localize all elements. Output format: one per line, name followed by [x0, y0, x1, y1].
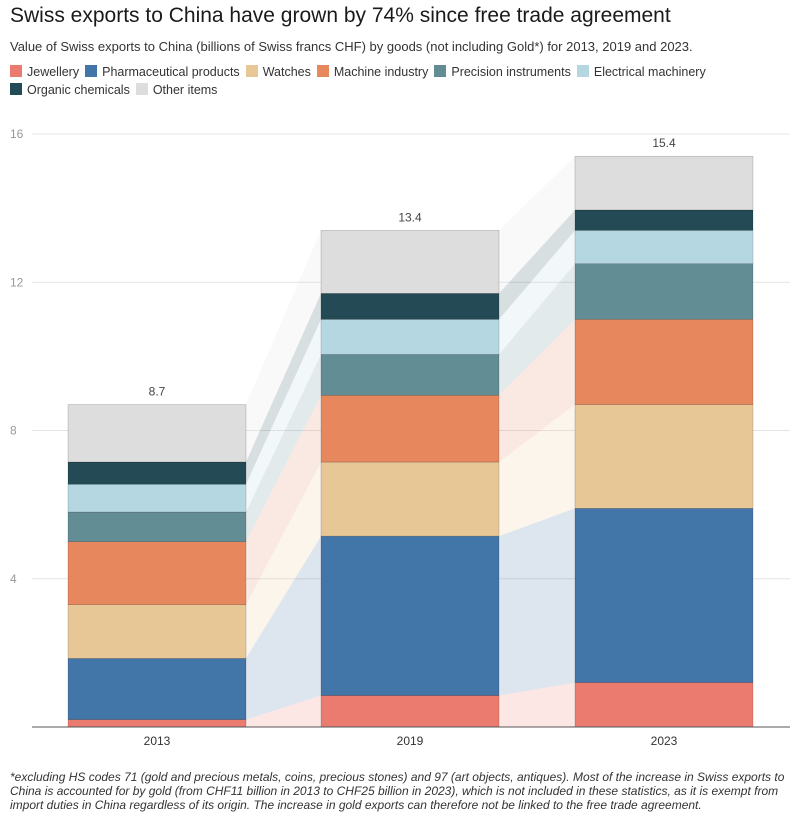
- legend-item: Pharmaceutical products: [85, 63, 240, 81]
- bar-segment: [320, 535, 500, 696]
- connector-band: [246, 293, 321, 485]
- legend-label: Watches: [262, 65, 311, 79]
- legend-label: Organic chemicals: [27, 83, 130, 97]
- stacked-bar-chart: 4 8 12 16 8.7 2013 13.4 2019 15.4 2023: [10, 127, 790, 748]
- legend-swatch: [10, 65, 22, 77]
- legend-label: Machine industry: [333, 65, 429, 79]
- connector-band: [499, 209, 575, 320]
- legend-label: Other items: [152, 83, 218, 97]
- bar-segment: [574, 230, 754, 265]
- bar-segment: [67, 719, 247, 728]
- chart-subtitle: Value of Swiss exports to China (billion…: [10, 39, 693, 54]
- legend-swatch: [85, 65, 98, 77]
- bar-segment: [574, 263, 754, 320]
- connector-band: [499, 682, 575, 727]
- connector-band: [499, 508, 575, 696]
- y-tick-label: 12: [10, 275, 24, 289]
- bar-segment: [574, 209, 754, 231]
- y-tick-label: 16: [10, 127, 24, 141]
- x-tick-label: 2013: [144, 734, 171, 748]
- connector-band: [499, 156, 575, 294]
- y-tick-label: 4: [10, 572, 17, 586]
- legend-swatch: [10, 83, 22, 95]
- bar-segment: [67, 658, 247, 720]
- legend-item: Jewellery: [10, 63, 79, 81]
- bar-segment: [320, 354, 500, 396]
- chart-legend: Jewellery Pharmaceutical products Watches M…: [10, 63, 800, 99]
- legend-item: Watches: [245, 63, 311, 81]
- bar-segment: [67, 404, 247, 463]
- connector-band: [499, 319, 575, 463]
- connector-band: [499, 263, 575, 396]
- bar-segment: [320, 394, 500, 463]
- legend-item: Electrical machinery: [576, 63, 706, 81]
- legend-label: Pharmaceutical products: [102, 65, 240, 79]
- legend-swatch: [576, 65, 589, 77]
- chart-title: Swiss exports to China have grown by 74%…: [10, 4, 671, 27]
- legend-swatch: [135, 83, 148, 95]
- legend-item: Other items: [135, 81, 218, 99]
- footnote: *excluding HS codes 71 (gold and preciou…: [10, 770, 785, 812]
- legend-swatch: [434, 65, 447, 77]
- bar-segment: [67, 604, 247, 659]
- legend-item: Precision instruments: [434, 63, 571, 81]
- connector-band: [499, 230, 575, 355]
- legend-item: Machine industry: [316, 63, 429, 81]
- legend-swatch: [316, 65, 329, 77]
- bar-segment: [67, 461, 247, 485]
- bar-segment: [67, 541, 247, 605]
- bar-segment: [320, 461, 500, 537]
- total-label: 8.7: [149, 385, 166, 399]
- bar-segment: [574, 508, 754, 683]
- connector-band: [246, 462, 321, 659]
- connector-band: [246, 536, 321, 720]
- connector-band: [246, 695, 321, 727]
- x-tick-label: 2023: [651, 734, 678, 748]
- legend-swatch: [245, 65, 258, 77]
- bar-segment: [67, 511, 247, 542]
- bar-segment: [574, 682, 754, 728]
- bar-segment: [320, 293, 500, 320]
- bar-segment: [574, 155, 754, 211]
- total-label: 13.4: [398, 210, 422, 224]
- connector-band: [246, 354, 321, 542]
- legend-label: Precision instruments: [451, 65, 571, 79]
- bar-segment: [320, 695, 500, 728]
- bar-segment: [574, 319, 754, 405]
- connector-band: [499, 404, 575, 537]
- bar-segment: [574, 404, 754, 509]
- bar-segment: [320, 319, 500, 355]
- y-tick-label: 8: [10, 424, 17, 438]
- bar-segment: [320, 230, 500, 294]
- total-label: 15.4: [652, 136, 676, 150]
- legend-label: Electrical machinery: [593, 65, 706, 79]
- legend-item: Organic chemicals: [10, 81, 130, 99]
- legend-label: Jewellery: [27, 65, 80, 79]
- x-tick-label: 2019: [397, 734, 424, 748]
- connector-band: [246, 230, 321, 463]
- bar-segment: [67, 483, 247, 513]
- connector-band: [246, 395, 321, 605]
- connector-band: [246, 319, 321, 513]
